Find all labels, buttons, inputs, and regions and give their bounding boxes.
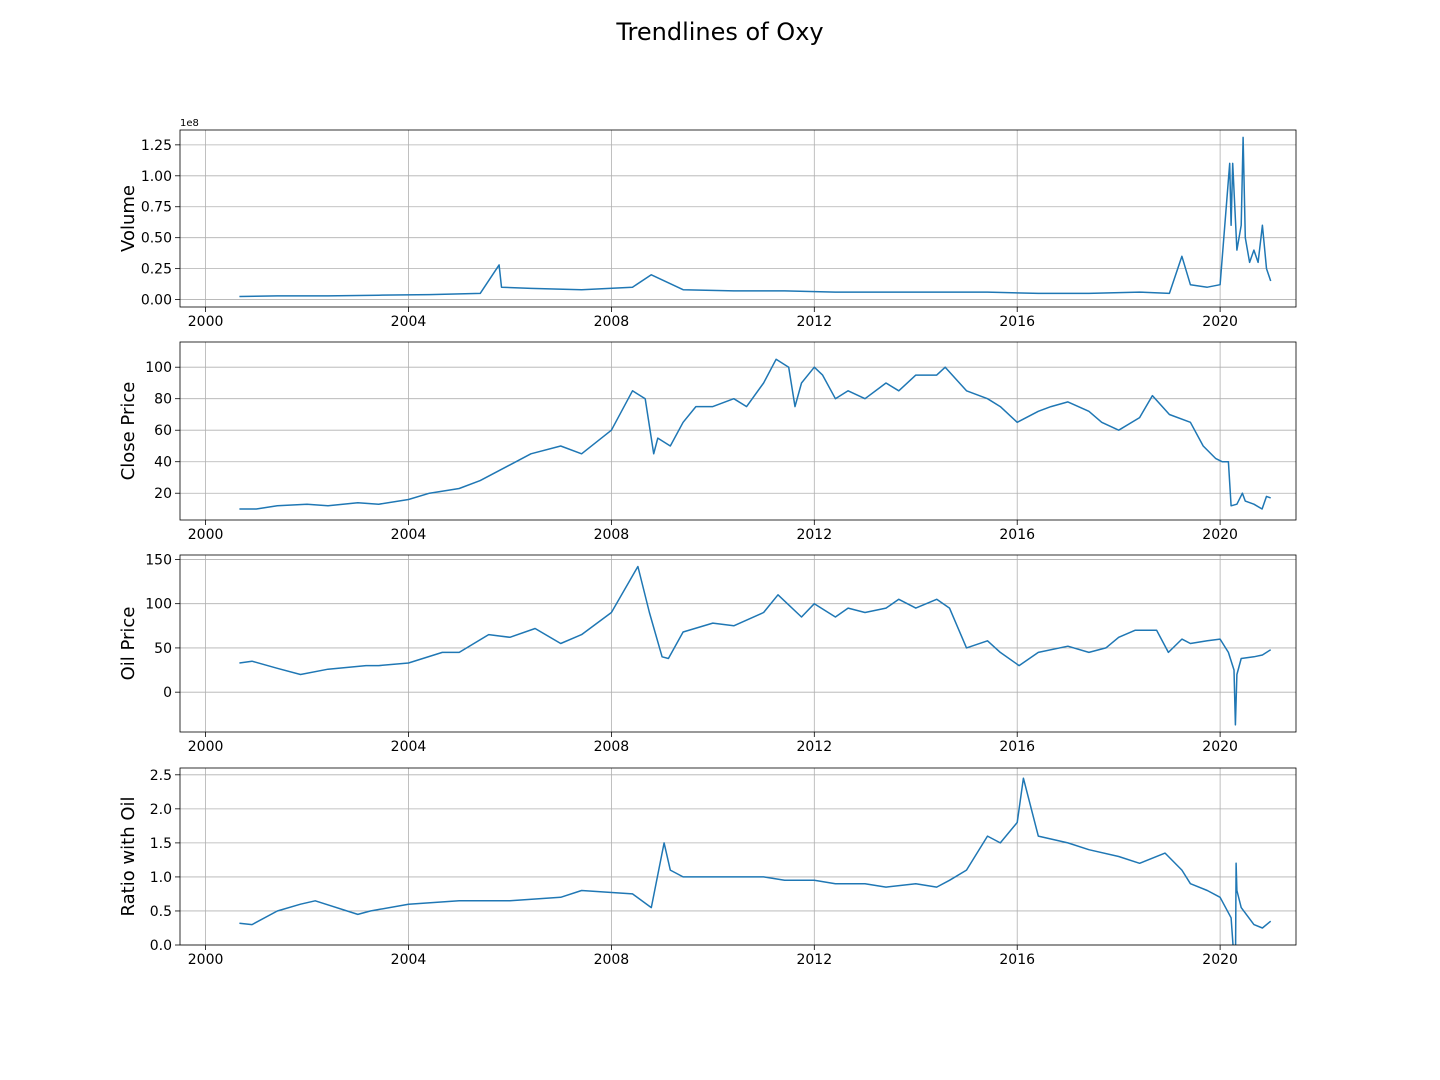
y-tick-label: 50 [154, 641, 172, 657]
y-tick-label: 0.5 [150, 904, 172, 920]
y-tick-label: 1.25 [141, 138, 172, 154]
x-tick-label: 2012 [796, 739, 832, 755]
x-tick-label: 2020 [1202, 952, 1238, 968]
y-tick-label: 80 [154, 392, 172, 408]
y-tick-label: 0 [163, 685, 172, 701]
chart-title: Trendlines of Oxy [615, 18, 823, 46]
y-axis-label: Ratio with Oil [118, 796, 139, 916]
y-tick-label: 20 [154, 486, 172, 502]
x-tick-label: 2004 [391, 952, 427, 968]
axes-frame [179, 554, 1297, 733]
axes-frame [179, 341, 1297, 521]
x-tick-label: 2016 [999, 952, 1035, 968]
close-price-series-line [239, 358, 1271, 510]
axes-frame [179, 767, 1297, 946]
y-offset-label: 1e8 [180, 118, 199, 129]
y-tick-label: 1.0 [150, 870, 172, 886]
oil-price-series-line [239, 565, 1272, 726]
x-tick-label: 2004 [391, 314, 427, 330]
x-tick-label: 2008 [594, 739, 630, 755]
y-tick-label: 0.50 [141, 231, 172, 247]
x-tick-label: 2016 [999, 739, 1035, 755]
y-tick-label: 0.00 [141, 293, 172, 309]
x-tick-label: 2020 [1202, 527, 1238, 543]
y-axis-label: Volume [118, 185, 139, 252]
y-tick-label: 2.5 [150, 768, 172, 784]
y-tick-label: 1.00 [141, 169, 172, 185]
y-tick-label: 100 [145, 597, 172, 613]
ratio-with-oil-series-line [239, 777, 1272, 945]
x-tick-label: 2004 [391, 739, 427, 755]
x-tick-label: 2012 [796, 952, 832, 968]
y-tick-label: 60 [154, 423, 172, 439]
x-tick-label: 2016 [999, 314, 1035, 330]
y-tick-label: 2.0 [150, 802, 172, 818]
x-tick-label: 2020 [1202, 739, 1238, 755]
y-tick-label: 0.0 [150, 938, 172, 954]
y-tick-label: 0.25 [141, 262, 172, 278]
panel-volume: 2000 2004 2008 2012 2016 2020 0.00 0.25 0.50 0.75… [118, 118, 1297, 330]
y-axis-label: Close Price [118, 382, 139, 481]
volume-series-line [239, 136, 1272, 298]
panel-oil-price: 2000 2004 2008 2012 2016 2020 0 50 100 150 Oil Pri… [118, 552, 1297, 755]
x-tick-label: 2000 [188, 739, 224, 755]
x-tick-label: 2020 [1202, 314, 1238, 330]
x-tick-label: 2000 [188, 314, 224, 330]
panel-ratio-with-oil: 2000 2004 2008 2012 2016 2020 0.0 0.5 1.0 1.5 2.0 2… [118, 767, 1297, 968]
y-tick-label: 1.5 [150, 836, 172, 852]
x-tick-label: 2000 [188, 527, 224, 543]
chart-panels: 2000 2004 2008 2012 2016 20200.000.250.500.75… [118, 118, 1297, 968]
x-tick-label: 2012 [796, 314, 832, 330]
x-tick-label: 2008 [594, 314, 630, 330]
x-tick-label: 2012 [796, 527, 832, 543]
y-axis-label: Oil Price [118, 607, 139, 681]
panel-close-price: 2000 2004 2008 2012 2016 202020406080100Close… [118, 341, 1297, 543]
x-tick-label: 2008 [594, 527, 630, 543]
axes-frame [179, 129, 1297, 308]
y-tick-label: 100 [145, 360, 172, 376]
x-tick-label: 2008 [594, 952, 630, 968]
x-tick-label: 2004 [391, 527, 427, 543]
y-tick-label: 150 [145, 552, 172, 568]
x-tick-label: 2000 [188, 952, 224, 968]
y-tick-label: 0.75 [141, 200, 172, 216]
y-tick-label: 40 [154, 455, 172, 471]
x-tick-label: 2016 [999, 527, 1035, 543]
